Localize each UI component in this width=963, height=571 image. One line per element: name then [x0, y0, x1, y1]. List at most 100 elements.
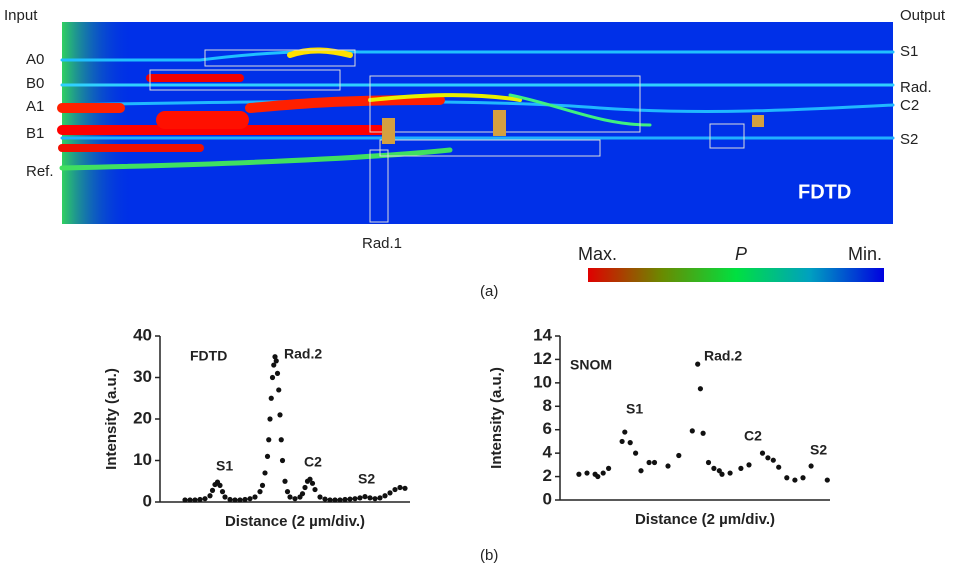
annotation: Rad.2 — [284, 346, 322, 362]
output-port-label: Rad. — [900, 79, 932, 96]
data-point — [347, 496, 353, 502]
annotation: S1 — [626, 401, 643, 417]
data-point — [267, 416, 273, 422]
data-point — [277, 412, 283, 418]
rad1-label: Rad.1 — [362, 235, 402, 252]
data-point — [402, 485, 408, 491]
method-label: FDTD — [798, 181, 851, 203]
data-point — [266, 437, 272, 443]
data-point — [252, 494, 258, 500]
data-point — [202, 496, 208, 502]
data-point — [222, 494, 228, 500]
data-point — [792, 477, 798, 483]
data-point — [695, 361, 701, 367]
data-point — [312, 486, 318, 493]
data-point — [716, 468, 722, 474]
data-point — [700, 430, 706, 436]
data-point — [352, 496, 358, 502]
data-point — [392, 486, 398, 493]
data-point — [689, 428, 695, 434]
data-point — [711, 465, 717, 471]
data-point — [274, 370, 281, 376]
y-tick-label: 14 — [533, 325, 552, 344]
data-point — [397, 484, 403, 491]
data-point — [271, 362, 277, 368]
data-point — [269, 374, 276, 381]
y-axis-title: Intensity (a.u.) — [488, 367, 505, 469]
annotation: S1 — [216, 458, 233, 474]
data-point — [622, 429, 628, 435]
data-point — [357, 495, 363, 501]
data-point — [317, 494, 323, 500]
data-point — [259, 482, 266, 488]
data-point — [651, 459, 658, 466]
data-point — [242, 496, 248, 503]
y-axis-title: Intensity (a.u.) — [103, 368, 120, 470]
data-point — [278, 437, 284, 443]
data-point — [576, 471, 582, 477]
data-point — [237, 497, 243, 503]
output-label: Output — [900, 7, 946, 24]
y-tick-label: 2 — [543, 466, 552, 485]
data-point — [387, 490, 393, 496]
output-port-label: S1 — [900, 43, 918, 60]
input-port-label: Ref. — [26, 163, 54, 180]
data-point — [327, 497, 333, 503]
data-point — [264, 453, 271, 459]
y-tick-label: 4 — [543, 443, 553, 462]
data-point — [606, 465, 612, 471]
y-tick-label: 0 — [543, 489, 552, 508]
data-point — [217, 482, 223, 488]
data-point — [808, 463, 814, 469]
data-point — [207, 493, 213, 499]
y-tick-label: 12 — [533, 349, 552, 368]
data-point — [665, 463, 671, 469]
data-point — [746, 462, 752, 468]
data-point — [600, 470, 606, 476]
data-point — [272, 354, 278, 360]
data-point — [342, 496, 348, 503]
output-port-label: S2 — [900, 131, 918, 148]
data-point — [299, 491, 306, 497]
data-point — [372, 496, 378, 502]
y-tick-label: 10 — [133, 450, 152, 469]
input-port-label: A0 — [26, 51, 44, 68]
data-point — [262, 470, 268, 476]
data-point — [257, 489, 263, 495]
annotation: S2 — [810, 442, 827, 458]
data-point — [646, 459, 652, 466]
data-point — [276, 387, 282, 393]
data-point — [619, 438, 625, 445]
data-point — [382, 493, 388, 499]
data-point — [697, 386, 704, 392]
data-point — [362, 494, 368, 500]
y-tick-label: 8 — [543, 396, 552, 415]
annotation: S2 — [358, 471, 375, 487]
colorbar-max: Max. — [578, 244, 617, 264]
data-point — [770, 457, 776, 463]
data-point — [247, 496, 253, 502]
data-point — [377, 495, 383, 501]
colorbar-min: Min. — [848, 244, 882, 264]
colorbar-quantity: P — [735, 244, 747, 264]
data-point — [784, 475, 790, 481]
input-port-label: B1 — [26, 125, 44, 142]
data-point — [595, 473, 601, 480]
annotation: FDTD — [190, 348, 227, 364]
y-tick-label: 20 — [133, 408, 152, 427]
y-tick-label: 0 — [143, 491, 152, 510]
data-point — [302, 484, 308, 491]
data-point — [705, 459, 712, 466]
data-point — [279, 457, 286, 464]
data-point — [776, 464, 782, 470]
x-axis-title: Distance (2 µm/div.) — [635, 511, 775, 528]
data-point — [719, 471, 725, 477]
caption: (b) — [480, 547, 498, 564]
caption: (a) — [480, 283, 498, 300]
data-point — [268, 395, 274, 401]
data-point — [282, 478, 288, 484]
data-point — [367, 495, 373, 501]
data-point — [337, 497, 343, 503]
data-point — [219, 489, 226, 495]
